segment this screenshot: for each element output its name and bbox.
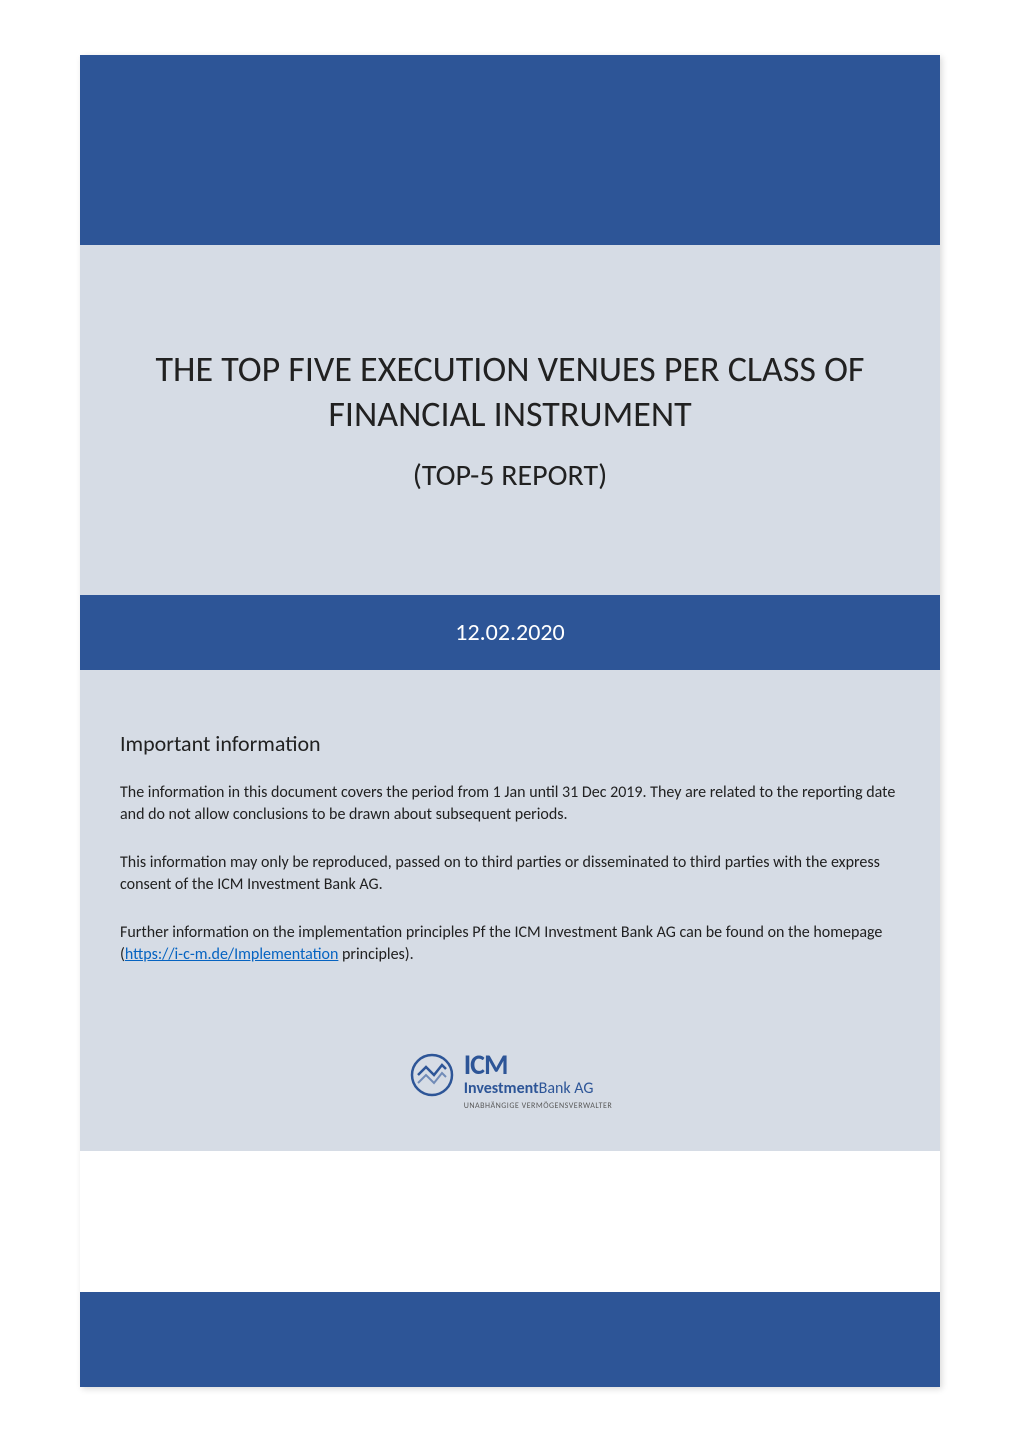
date-banner: 12.02.2020 <box>80 595 940 670</box>
logo-text: ICM InvestmentBank AG UNABHÄNGIGE VERMÖG… <box>464 1051 613 1110</box>
info-paragraph-3: Further information on the implementatio… <box>120 922 900 967</box>
bottom-banner <box>80 1292 940 1387</box>
info-paragraph-1: The information in this document covers … <box>120 782 900 827</box>
logo-bank-regular: Bank AG <box>539 1079 594 1098</box>
subtitle: (TOP-5 REPORT) <box>413 457 608 494</box>
logo-area: ICM InvestmentBank AG UNABHÄNGIGE VERMÖG… <box>80 1031 940 1150</box>
top-banner <box>80 55 940 245</box>
info-section: Important information The information in… <box>80 670 940 1031</box>
logo-tagline: UNABHÄNGIGE VERMÖGENSVERWALTER <box>464 1101 613 1111</box>
logo-icon <box>408 1051 456 1099</box>
info-paragraph-2: This information may only be reproduced,… <box>120 852 900 897</box>
title-area: THE TOP FIVE EXECUTION VENUES PER CLASS … <box>80 245 940 595</box>
page-container: THE TOP FIVE EXECUTION VENUES PER CLASS … <box>80 55 940 1387</box>
logo-container: ICM InvestmentBank AG UNABHÄNGIGE VERMÖG… <box>408 1051 613 1110</box>
implementation-link[interactable]: https://i-c-m.de/Implementation <box>125 945 339 964</box>
date-text: 12.02.2020 <box>455 618 564 647</box>
logo-bank-bold: Investment <box>464 1079 539 1098</box>
info-heading: Important information <box>120 730 900 757</box>
logo-bank-text: InvestmentBank AG <box>464 1079 613 1098</box>
logo-icm-text: ICM <box>464 1051 613 1079</box>
info-text-after-link: principles). <box>338 945 413 964</box>
main-title: THE TOP FIVE EXECUTION VENUES PER CLASS … <box>120 347 900 437</box>
